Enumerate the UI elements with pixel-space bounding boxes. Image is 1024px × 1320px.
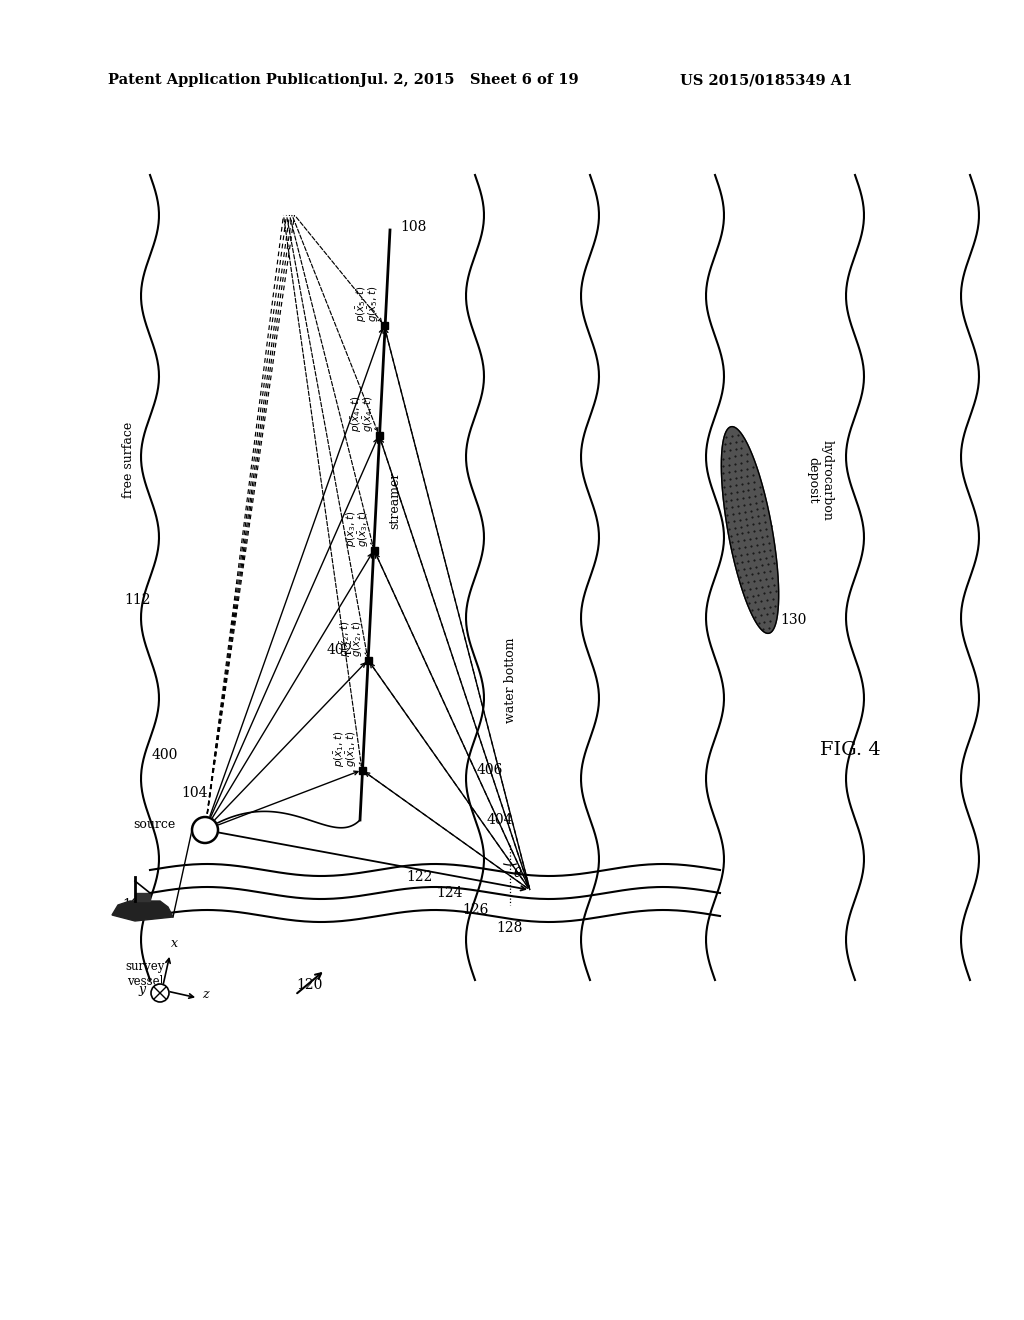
- Text: survey
vessel: survey vessel: [125, 960, 165, 987]
- Bar: [376, 432, 383, 438]
- Text: hydrocarbon
deposit: hydrocarbon deposit: [806, 440, 834, 520]
- Text: Jul. 2, 2015   Sheet 6 of 19: Jul. 2, 2015 Sheet 6 of 19: [360, 73, 579, 87]
- Bar: [371, 546, 378, 553]
- Text: 400: 400: [152, 748, 178, 762]
- Text: 406: 406: [477, 763, 503, 777]
- Text: water bottom: water bottom: [504, 638, 516, 723]
- Text: 126: 126: [462, 903, 488, 917]
- Text: 402: 402: [327, 643, 353, 657]
- Text: FIG. 4: FIG. 4: [819, 741, 881, 759]
- Text: 128: 128: [497, 921, 523, 935]
- Text: $p(\bar{x}_3,t)$: $p(\bar{x}_3,t)$: [345, 511, 359, 546]
- Text: 112: 112: [125, 593, 152, 607]
- Circle shape: [193, 817, 218, 843]
- Text: $g(\bar{x}_3,t)$: $g(\bar{x}_3,t)$: [357, 511, 371, 546]
- Text: streamer: streamer: [388, 471, 401, 529]
- Text: $p(\bar{x}_2,t)$: $p(\bar{x}_2,t)$: [339, 620, 353, 657]
- Polygon shape: [112, 902, 173, 921]
- Text: $g(\bar{x}_4,t)$: $g(\bar{x}_4,t)$: [361, 396, 376, 432]
- Text: $g(\bar{x}_1,t)$: $g(\bar{x}_1,t)$: [345, 731, 359, 767]
- Text: US 2015/0185349 A1: US 2015/0185349 A1: [680, 73, 852, 87]
- Text: x: x: [171, 937, 177, 950]
- Text: $g(\bar{x}_5,t)$: $g(\bar{x}_5,t)$: [367, 285, 381, 322]
- Text: 108: 108: [399, 220, 426, 234]
- Text: y: y: [138, 983, 145, 997]
- Text: 130: 130: [780, 612, 806, 627]
- Text: source: source: [133, 818, 175, 832]
- Text: z: z: [202, 987, 208, 1001]
- Text: 124: 124: [437, 886, 463, 900]
- Text: 102: 102: [123, 898, 150, 912]
- Text: $g(\bar{x}_2,t)$: $g(\bar{x}_2,t)$: [351, 620, 366, 657]
- Bar: [365, 656, 372, 664]
- Bar: [381, 322, 387, 329]
- Text: Patent Application Publication: Patent Application Publication: [108, 73, 360, 87]
- Text: $p(\bar{x}_5,t)$: $p(\bar{x}_5,t)$: [355, 285, 369, 322]
- Text: 122: 122: [407, 870, 433, 884]
- Polygon shape: [135, 894, 150, 902]
- Text: $p(\bar{x}_4,t)$: $p(\bar{x}_4,t)$: [350, 396, 365, 432]
- Polygon shape: [721, 426, 778, 634]
- Bar: [358, 767, 366, 774]
- Text: 404: 404: [486, 813, 513, 828]
- Text: $p(\bar{x}_1,t)$: $p(\bar{x}_1,t)$: [333, 731, 347, 767]
- Text: 120: 120: [297, 978, 324, 993]
- Text: free surface: free surface: [122, 422, 134, 498]
- Text: 104: 104: [181, 785, 208, 800]
- Circle shape: [151, 983, 169, 1002]
- Text: $\theta$: $\theta$: [513, 866, 522, 880]
